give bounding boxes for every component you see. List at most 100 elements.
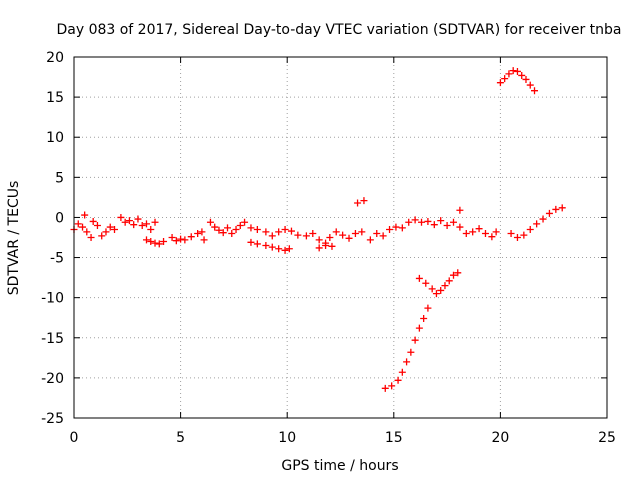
data-point [513,67,521,75]
data-point [456,206,464,214]
data-point [388,382,396,390]
data-point [262,242,270,250]
data-point [275,245,283,253]
data-point [83,228,91,236]
data-point [513,234,521,241]
y-tick-label: 5 [55,170,64,186]
data-point [403,358,411,366]
data-point [454,269,462,277]
data-point [449,218,457,226]
data-point [247,238,255,246]
data-point [155,240,163,248]
data-point [228,229,236,237]
data-point [281,246,289,254]
data-point [443,221,451,229]
data-point [142,220,150,228]
data-point [111,225,119,233]
x-tick-label: 25 [598,430,616,446]
data-point [539,215,547,223]
data-point [294,231,302,239]
data-point [411,216,419,224]
data-point [285,245,293,253]
data-point [102,228,110,236]
data-point [172,237,180,245]
data-point [268,243,276,251]
data-point [456,223,464,231]
x-tick-label: 0 [70,430,79,446]
data-point [488,233,496,241]
y-tick-label: 0 [55,210,64,226]
data-point [507,229,515,237]
data-point [420,315,428,323]
data-point [74,220,82,228]
data-point [151,239,159,247]
data-point [121,218,129,226]
data-point [219,229,227,237]
data-point [177,235,185,243]
data-point [287,227,295,235]
data-point [168,234,176,241]
data-point [509,67,517,75]
x-tick-label: 20 [491,430,509,446]
data-point [386,225,394,233]
data-point [449,271,457,279]
data-point [224,224,232,232]
data-point [405,218,413,226]
data-point [134,215,142,223]
data-point [415,324,423,332]
x-axis-title: GPS time / hours [281,458,398,474]
data-point [89,217,97,225]
data-point [398,368,406,376]
data-point [441,282,449,290]
y-tick-label: 10 [46,130,64,146]
data-point [200,236,208,244]
data-point [552,205,560,213]
y-tick-label: 15 [46,90,64,106]
data-point [268,232,276,240]
data-point [422,279,430,287]
y-tick-label: 20 [46,50,64,66]
data-point [79,223,87,231]
data-point [526,225,534,233]
data-point [373,229,381,237]
x-tick-label: 15 [385,430,403,446]
data-point [496,79,504,87]
data-point [522,75,530,83]
grid [74,57,607,418]
data-point [531,87,539,95]
data-point [526,81,534,89]
data-point [241,218,249,226]
data-point [424,304,432,312]
data-point [262,228,270,236]
y-tick-label: -15 [41,331,64,347]
data-point [520,231,528,239]
data-point [232,225,240,233]
data-point [142,236,150,244]
data-point [125,217,133,225]
data-point [415,274,423,282]
data-point [326,234,334,241]
data-point [354,199,362,207]
data-point [518,71,526,79]
data-point [392,223,400,231]
data-point [181,236,189,244]
data-point [501,75,509,83]
data-point [351,229,359,237]
data-point [117,213,125,221]
y-tick-label: -10 [41,291,64,307]
data-point [236,221,244,229]
data-point [398,224,406,232]
data-point [475,225,483,233]
data-point [462,229,470,237]
data-point [437,217,445,225]
data-point [428,285,436,293]
data-point [339,231,347,239]
data-point [247,224,255,232]
data-point [198,228,206,236]
data-point [206,218,214,226]
data-point [106,223,114,231]
data-point [211,223,219,231]
data-point [315,236,323,244]
data-point [469,228,477,236]
